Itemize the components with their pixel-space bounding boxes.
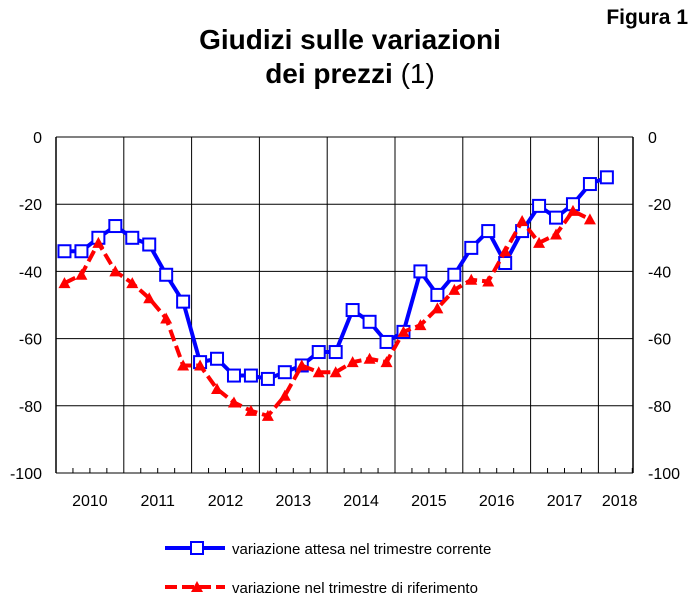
data-point-triangle bbox=[482, 275, 495, 287]
data-point-triangle bbox=[397, 325, 410, 337]
data-point-square bbox=[176, 294, 191, 309]
data-point-square bbox=[362, 314, 377, 329]
data-point-triangle bbox=[92, 236, 105, 248]
data-point-square bbox=[599, 170, 614, 185]
data-point-square bbox=[108, 219, 123, 234]
data-point-triangle bbox=[312, 366, 325, 378]
legend-marker-triangle bbox=[191, 581, 203, 592]
data-point-square bbox=[159, 267, 174, 282]
x-tick-label: 2017 bbox=[547, 493, 583, 510]
data-point-square bbox=[142, 237, 157, 252]
data-point-square bbox=[481, 224, 496, 239]
legend-marker-square bbox=[190, 541, 204, 555]
y-tick-label-left: 0 bbox=[33, 130, 42, 147]
data-point-square bbox=[532, 198, 547, 213]
data-point-triangle bbox=[75, 268, 88, 280]
data-point-square bbox=[582, 177, 597, 192]
legend-label-1: variazione attesa nel trimestre corrente bbox=[232, 541, 491, 558]
data-point-square bbox=[74, 244, 89, 259]
chart-title-line2-text: dei prezzi bbox=[265, 58, 393, 89]
data-point-square bbox=[498, 256, 513, 270]
x-tick-label: 2016 bbox=[479, 493, 515, 510]
data-point-square bbox=[125, 230, 140, 245]
y-tick-label-right: 0 bbox=[648, 130, 657, 147]
data-point-triangle bbox=[431, 302, 444, 314]
y-tick-label-right: -40 bbox=[648, 264, 671, 281]
data-point-triangle bbox=[295, 359, 308, 371]
data-point-triangle bbox=[143, 292, 156, 304]
data-point-triangle bbox=[583, 213, 596, 225]
data-point-triangle bbox=[160, 312, 173, 324]
data-point-triangle bbox=[346, 356, 359, 368]
data-point-square bbox=[328, 345, 343, 360]
data-point-square bbox=[345, 303, 360, 318]
x-tick-label: 2010 bbox=[72, 493, 108, 510]
data-point-square bbox=[57, 244, 72, 259]
data-point-triangle bbox=[278, 389, 291, 401]
data-point-square bbox=[464, 240, 479, 255]
data-point-triangle bbox=[109, 265, 122, 277]
data-point-triangle bbox=[380, 356, 393, 368]
data-point-square bbox=[277, 365, 292, 380]
y-tick-label-left: -80 bbox=[19, 399, 42, 416]
x-tick-label: 2012 bbox=[208, 493, 244, 510]
x-tick-label: 2011 bbox=[140, 493, 175, 510]
x-tick-label: 2013 bbox=[276, 493, 312, 510]
chart-title-line2: dei prezzi (1) bbox=[0, 58, 700, 90]
data-point-square bbox=[243, 368, 258, 383]
y-tick-label-left: -40 bbox=[19, 264, 42, 281]
data-point-triangle bbox=[414, 319, 427, 331]
data-point-triangle bbox=[227, 396, 240, 408]
data-point-triangle bbox=[244, 404, 257, 416]
data-point-square bbox=[260, 371, 275, 386]
y-tick-label-right: -100 bbox=[648, 466, 680, 483]
y-tick-label-left: -20 bbox=[19, 197, 42, 214]
data-point-square bbox=[226, 368, 241, 383]
chart-title-line1: Giudizi sulle variazioni bbox=[199, 24, 501, 55]
data-point-triangle bbox=[533, 236, 546, 248]
data-point-triangle bbox=[448, 283, 461, 295]
data-point-triangle bbox=[465, 273, 478, 285]
y-tick-label-right: -80 bbox=[648, 399, 671, 416]
data-point-triangle bbox=[194, 359, 207, 371]
data-point-square bbox=[447, 267, 462, 282]
data-point-square bbox=[379, 334, 394, 349]
x-tick-label: 2014 bbox=[343, 493, 379, 510]
legend-label-2: variazione nel trimestre di riferimento bbox=[232, 580, 478, 597]
data-point-square bbox=[413, 264, 428, 279]
data-point-triangle bbox=[363, 352, 376, 364]
chart-title-note: (1) bbox=[400, 58, 435, 89]
figure-label: Figura 1 bbox=[606, 6, 688, 29]
data-point-square bbox=[430, 287, 445, 302]
data-point-triangle bbox=[58, 277, 71, 289]
y-tick-label-right: -20 bbox=[648, 197, 671, 214]
data-point-square bbox=[210, 351, 225, 366]
data-point-triangle bbox=[329, 366, 342, 378]
data-point-triangle bbox=[516, 215, 529, 226]
data-point-triangle bbox=[550, 228, 563, 240]
y-tick-label-left: -100 bbox=[10, 466, 42, 483]
x-tick-label: 2015 bbox=[411, 493, 447, 510]
y-tick-label-right: -60 bbox=[648, 332, 671, 349]
data-point-triangle bbox=[261, 409, 274, 421]
data-point-square bbox=[311, 345, 326, 360]
data-point-triangle bbox=[211, 383, 224, 394]
data-point-triangle bbox=[177, 359, 190, 371]
data-point-triangle bbox=[126, 277, 139, 289]
x-tick-label: 2018 bbox=[602, 493, 638, 510]
data-point-triangle bbox=[499, 245, 512, 257]
data-point-square bbox=[549, 210, 564, 225]
y-tick-label-left: -60 bbox=[19, 332, 42, 349]
data-point-triangle bbox=[566, 204, 579, 216]
